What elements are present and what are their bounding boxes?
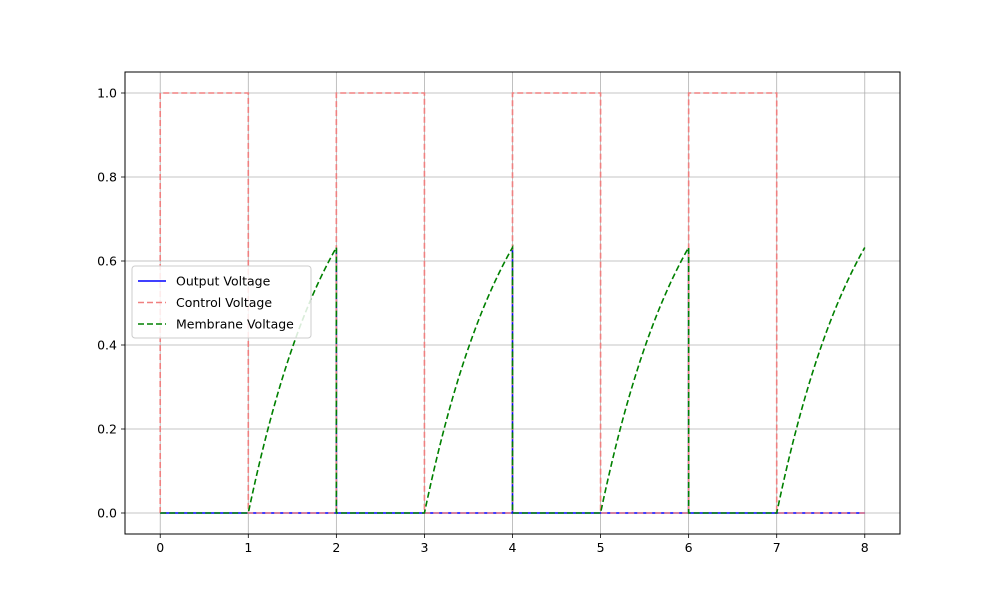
legend: Output Voltage Control Voltage Membrane Vo… — [131, 265, 312, 339]
y-tick-label: 1.0 — [97, 86, 117, 101]
y-tick-label: 0.6 — [97, 254, 117, 269]
y-tick-label: 0.8 — [97, 170, 117, 185]
x-tick-label: 2 — [332, 540, 340, 555]
legend-box — [131, 265, 312, 339]
x-tick-label: 1 — [244, 540, 252, 555]
legend-label: Control Voltage — [176, 295, 272, 310]
x-tick-label: 7 — [773, 540, 781, 555]
x-tick-label: 6 — [685, 540, 693, 555]
legend-label: Output Voltage — [176, 274, 271, 289]
y-tick-label: 0.0 — [97, 506, 117, 521]
x-tick-label: 4 — [509, 540, 517, 555]
series-line-control-voltage — [159, 92, 865, 514]
x-tick-label: 0 — [156, 540, 164, 555]
x-tick-label: 3 — [420, 540, 428, 555]
y-tick-label: 0.2 — [97, 422, 117, 437]
legend-label: Membrane Voltage — [176, 317, 294, 332]
axes: 0 1 2 3 4 5 6 7 8 0.0 0.2 0.4 0.6 0.8 1.0 — [97, 86, 869, 556]
x-tick-label: 8 — [861, 540, 869, 555]
y-tick-label: 0.4 — [97, 338, 117, 353]
x-tick-label: 5 — [597, 540, 605, 555]
